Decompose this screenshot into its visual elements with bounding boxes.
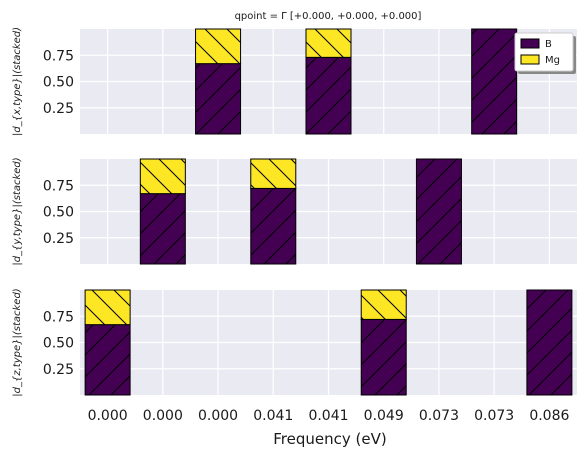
panel-2: 0.25 0.50 0.75 |d_{y,type}|(stacked) xyxy=(12,157,577,266)
bar-hatch xyxy=(140,159,186,194)
y-tick-label: 0.75 xyxy=(43,309,74,325)
x-tick-label: 0.000 xyxy=(143,408,183,424)
y-tick-label: 0.25 xyxy=(43,231,74,247)
bar-hatch xyxy=(195,63,241,134)
x-tick-label: 0.073 xyxy=(419,408,459,424)
y-tick-label: 0.50 xyxy=(43,75,74,91)
panel-3: 0.25 0.50 0.75 |d_{z,type}|(stacked) xyxy=(12,288,577,397)
legend: B Mg xyxy=(514,32,576,74)
y-tick-label: 0.25 xyxy=(43,362,74,378)
y-axis-label: |d_{x,type}|(stacked) xyxy=(12,27,23,136)
legend-swatch xyxy=(520,38,540,49)
bar-hatch xyxy=(250,159,296,189)
bar-hatch xyxy=(306,29,351,58)
bar-hatch xyxy=(250,188,296,264)
bar-hatch xyxy=(526,290,572,395)
x-tick-label: 0.041 xyxy=(308,408,348,424)
y-axis-label: |d_{z,type}|(stacked) xyxy=(12,288,23,396)
legend-label: B xyxy=(545,39,552,50)
legend-swatch xyxy=(520,54,540,65)
bar-hatch xyxy=(416,159,462,264)
bar-hatch xyxy=(195,29,241,64)
x-tick-label: 0.041 xyxy=(253,408,293,424)
x-tick-label: 0.086 xyxy=(529,408,569,424)
x-tick-label: 0.049 xyxy=(364,408,404,424)
panel-1: 0.25 0.50 0.75 |d_{x,type}|(stacked) xyxy=(12,27,577,136)
x-axis-label: Frequency (eV) xyxy=(273,430,386,448)
bar-hatch xyxy=(471,29,517,134)
x-tick-label: 0.000 xyxy=(88,408,128,424)
x-tick-label: 0.000 xyxy=(198,408,238,424)
y-tick-label: 0.50 xyxy=(43,205,74,221)
x-tick-label: 0.073 xyxy=(474,408,514,424)
y-tick-label: 0.50 xyxy=(43,336,74,352)
y-tick-label: 0.75 xyxy=(43,178,74,194)
y-tick-label: 0.75 xyxy=(43,48,74,64)
bar-hatch xyxy=(140,193,186,264)
chart-title: qpoint = Γ [+0.000, +0.000, +0.000] xyxy=(235,11,422,22)
bar-hatch xyxy=(306,57,351,134)
y-axis-label: |d_{y,type}|(stacked) xyxy=(12,157,23,265)
bar-hatch xyxy=(85,324,131,395)
bar-hatch xyxy=(361,319,407,395)
bar-hatch xyxy=(361,290,407,320)
legend-label: Mg xyxy=(545,55,560,66)
bar-hatch xyxy=(85,290,131,325)
y-tick-label: 0.25 xyxy=(43,101,74,117)
